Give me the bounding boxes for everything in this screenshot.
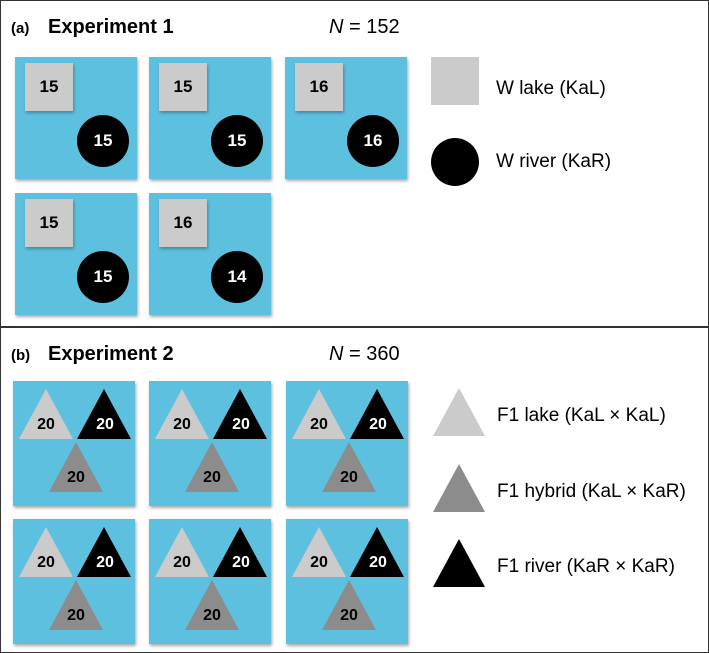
legend-label: F1 hybrid (KaL × KaR) [497,481,686,502]
legend-label: F1 river (KaR × KaR) [497,556,675,577]
tank: 15 15 [15,57,137,179]
panel-title: Experiment 1 [48,16,174,38]
hybrid-fish-triangle [185,580,239,630]
legend-triangle-swatch [433,388,485,436]
tank: 15 15 [149,57,271,179]
sample-size: N = 360 [329,343,400,366]
tank: 20 20 20 [149,381,271,506]
hybrid-fish-count: 20 [67,469,85,486]
river-fish-triangle [77,389,131,439]
lake-fish-count: 20 [173,416,191,433]
river-fish-count: 20 [369,554,387,571]
river-fish-triangle [350,389,404,439]
river-fish-triangle [213,389,267,439]
river-fish-count: 20 [96,554,114,571]
lake-fish-triangle [292,527,346,577]
hybrid-fish-triangle [49,580,103,630]
tank: 20 20 20 [13,519,135,644]
lake-fish-square: 16 [159,199,207,247]
river-fish-triangle [350,527,404,577]
panel-experiment-2: (b) Experiment 2 N = 360 20 20 20 20 20 20 20 2… [0,327,709,653]
river-fish-circle: 15 [77,251,129,303]
tank: 16 16 [285,57,407,179]
sample-size-value: = 152 [349,16,400,38]
hybrid-fish-count: 20 [67,607,85,624]
panel-tag: (b) [11,347,31,364]
legend-label: W lake (KaL) [496,78,606,99]
legend-square-swatch [431,57,479,105]
hybrid-fish-count: 20 [203,469,221,486]
lake-fish-triangle [292,389,346,439]
hybrid-fish-count: 20 [203,607,221,624]
lake-fish-count: 20 [310,416,328,433]
legend-circle-swatch [431,138,479,186]
sample-size-value: = 360 [349,343,400,365]
sample-size: N = 152 [329,16,400,39]
river-fish-count: 20 [369,416,387,433]
lake-fish-triangle [155,527,209,577]
hybrid-fish-triangle [49,442,103,492]
lake-fish-triangle [19,389,73,439]
legend-triangle-swatch [433,539,485,587]
legend-label: W river (KaR) [496,151,612,172]
lake-fish-square: 15 [25,63,73,111]
hybrid-fish-triangle [322,580,376,630]
river-fish-triangle [77,527,131,577]
lake-fish-triangle [155,389,209,439]
lake-fish-count: 20 [173,554,191,571]
lake-fish-square: 16 [295,63,343,111]
lake-fish-count: 20 [37,416,55,433]
tank: 15 15 [15,193,137,315]
lake-fish-square: 15 [25,199,73,247]
tank: 20 20 20 [13,381,135,506]
hybrid-fish-count: 20 [340,607,358,624]
legend-label: F1 lake (KaL × KaL) [497,405,666,426]
tank: 20 20 20 [286,381,408,506]
lake-fish-square: 15 [159,63,207,111]
sample-size-symbol: N [329,343,344,365]
river-fish-circle: 16 [347,115,399,167]
river-fish-count: 20 [96,416,114,433]
lake-fish-triangle [19,527,73,577]
river-fish-circle: 15 [77,115,129,167]
river-fish-circle: 15 [211,115,263,167]
tank: 20 20 20 [286,519,408,644]
river-fish-count: 20 [232,554,250,571]
hybrid-fish-count: 20 [340,469,358,486]
river-fish-triangle [213,527,267,577]
panel-experiment-1: (a) Experiment 1 N = 152 15 15 15 15 16 16 15 1… [0,0,709,327]
river-fish-circle: 14 [211,251,263,303]
tank: 20 20 20 [149,519,271,644]
tank: 16 14 [149,193,271,315]
panel-tag: (a) [11,20,30,37]
hybrid-fish-triangle [322,442,376,492]
lake-fish-count: 20 [310,554,328,571]
river-fish-count: 20 [232,416,250,433]
hybrid-fish-triangle [185,442,239,492]
sample-size-symbol: N [329,16,344,38]
panel-title: Experiment 2 [48,343,174,365]
lake-fish-count: 20 [37,554,55,571]
legend-triangle-swatch [433,464,485,512]
